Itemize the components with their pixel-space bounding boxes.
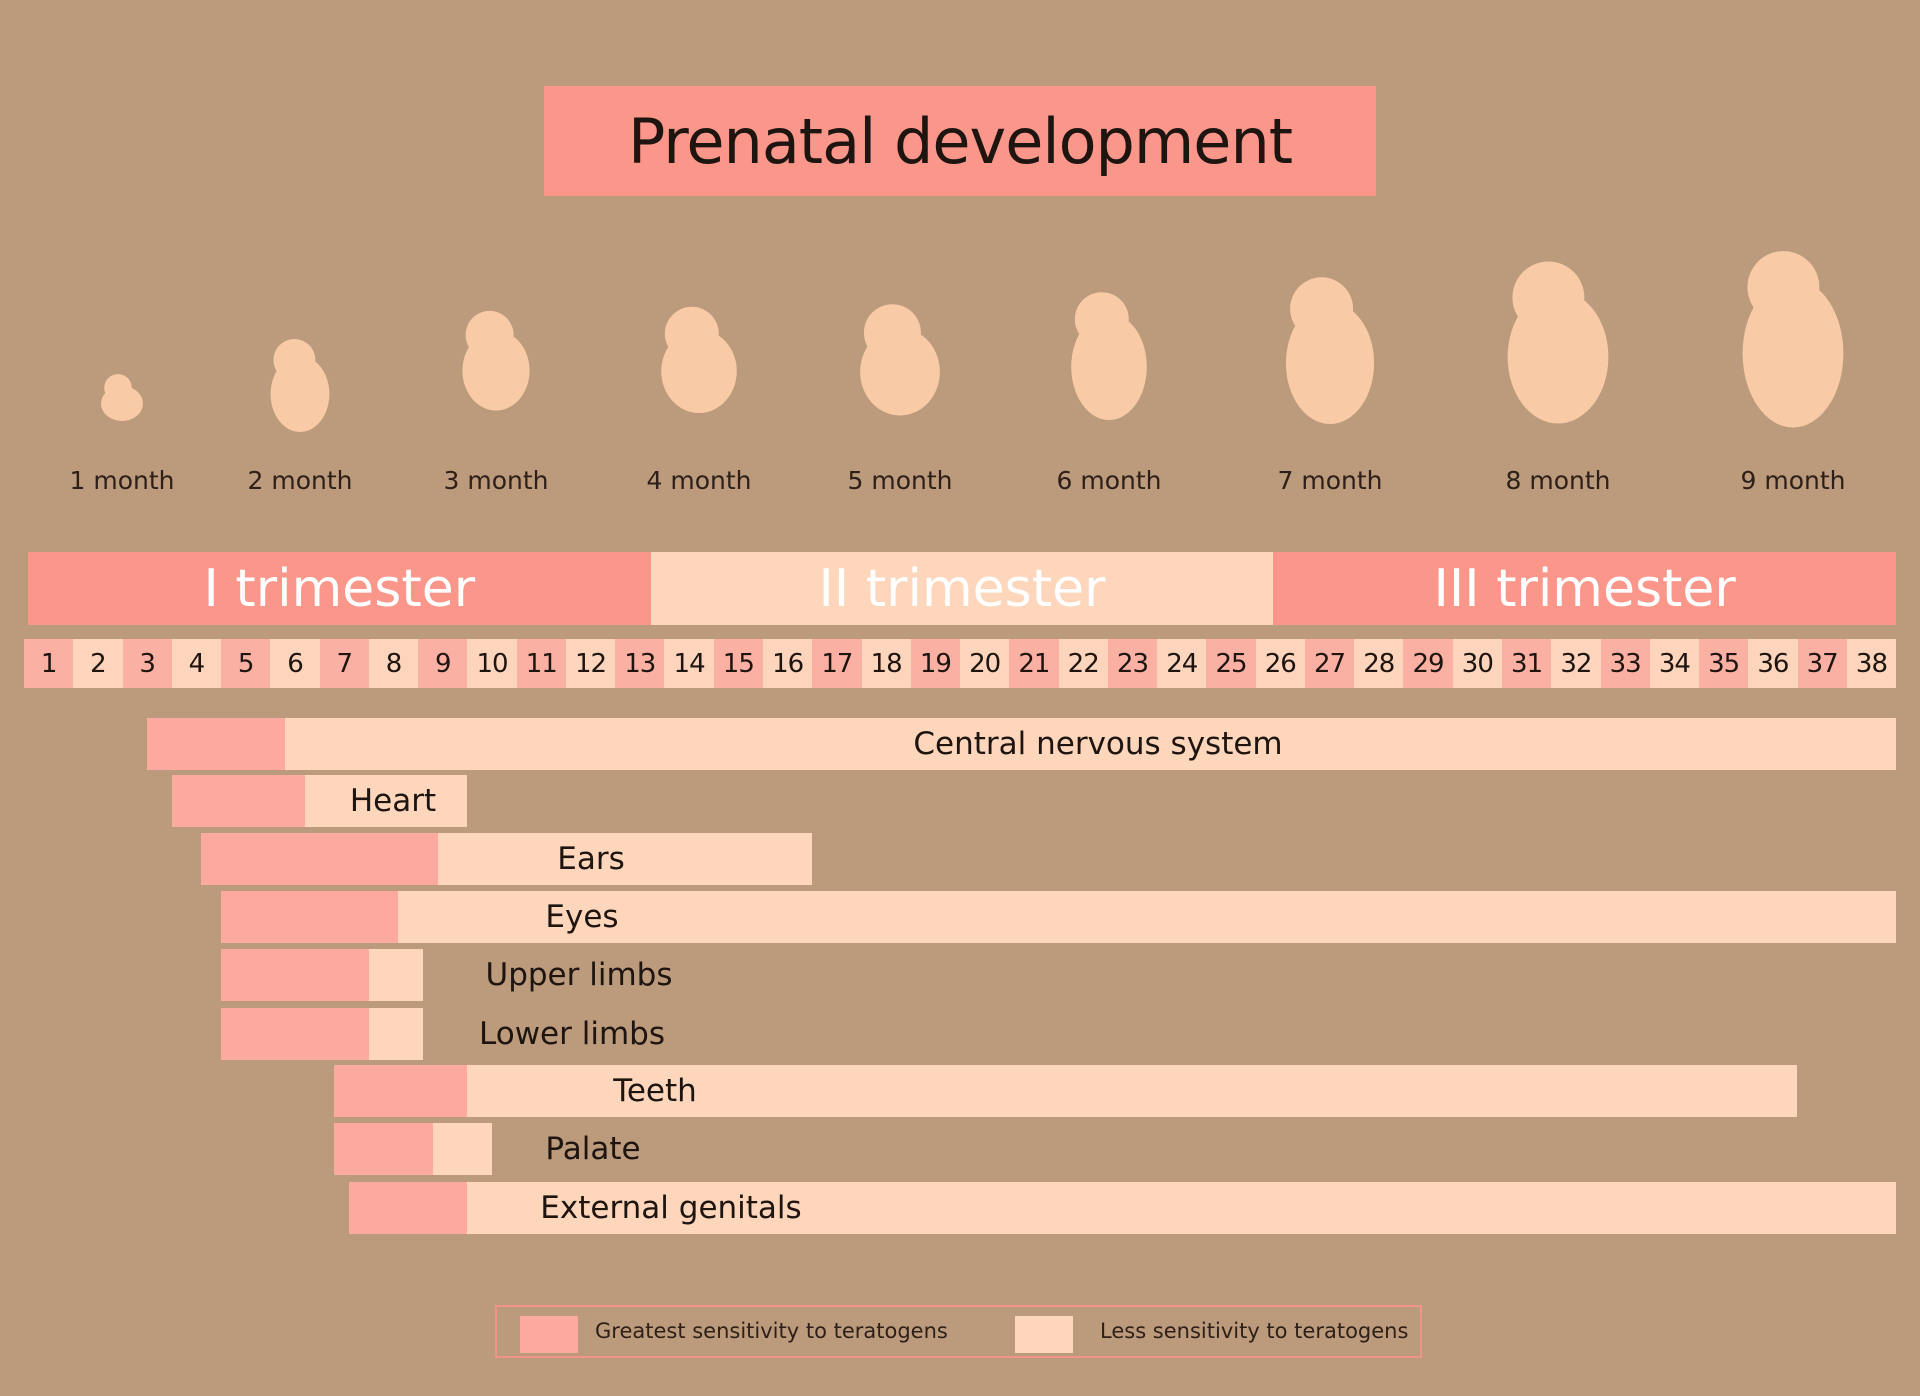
month-label: 4 month: [646, 466, 752, 495]
week-cell: 28: [1354, 639, 1404, 688]
fetus-icon: [1742, 251, 1844, 428]
month-label: 3 month: [443, 466, 549, 495]
fetus-icon: [101, 374, 143, 421]
bar-label: Palate: [545, 1131, 641, 1167]
month-label: 1 month: [69, 466, 175, 495]
bar-label: Heart: [349, 783, 437, 819]
week-cell: 9: [418, 639, 468, 688]
week-cell: 18: [861, 639, 911, 688]
bar-less-sensitivity: [334, 1065, 1798, 1117]
bar-greatest-sensitivity: [221, 949, 369, 1001]
week-cell: 5: [221, 639, 271, 688]
bar-less-sensitivity: [201, 833, 813, 885]
bar-greatest-sensitivity: [349, 1182, 468, 1234]
trimester-2: II trimester: [650, 552, 1274, 625]
month-label: 7 month: [1277, 466, 1383, 495]
week-cell: 14: [664, 639, 714, 688]
week-cell: 29: [1403, 639, 1453, 688]
legend-label-greatest: Greatest sensitivity to teratogens: [595, 1319, 948, 1343]
week-cell: 27: [1304, 639, 1355, 688]
bar-label: External genitals: [540, 1190, 802, 1226]
fetus-icon: [1285, 277, 1375, 424]
week-cell: 34: [1649, 639, 1700, 688]
fetus-icon: [1507, 261, 1609, 424]
legend-swatch-greatest: [520, 1316, 578, 1353]
week-cell: 12: [565, 639, 616, 688]
week-cell: 22: [1058, 639, 1108, 688]
fetus-icon: [270, 339, 330, 432]
month-label: 5 month: [847, 466, 953, 495]
week-cell: 2: [73, 639, 123, 688]
month-label: 6 month: [1056, 466, 1162, 495]
bar-greatest-sensitivity: [171, 775, 305, 827]
legend-label-less: Less sensitivity to teratogens: [1100, 1319, 1409, 1343]
trimester-bar: I trimester II trimester III trimester: [28, 552, 1897, 625]
bar-label: Eyes: [545, 899, 619, 935]
trimester-3: III trimester: [1273, 552, 1897, 625]
bar-less-sensitivity: [334, 1123, 492, 1175]
week-cell: 4: [171, 639, 222, 688]
bar-greatest-sensitivity: [147, 718, 286, 770]
week-cell: 3: [122, 639, 172, 688]
bar-label: Central nervous system: [913, 726, 1283, 762]
bar-less-sensitivity: [221, 949, 424, 1001]
week-cell: 6: [270, 639, 320, 688]
week-cell: 24: [1157, 639, 1207, 688]
fetus-icon: [462, 310, 530, 411]
week-cell: 13: [615, 639, 665, 688]
bar-greatest-sensitivity: [221, 891, 399, 943]
legend: Greatest sensitivity to teratogens Less …: [495, 1305, 1422, 1358]
week-cell: 38: [1846, 639, 1897, 688]
trimester-1: I trimester: [28, 552, 651, 625]
bar-greatest-sensitivity: [201, 833, 438, 885]
bar-less-sensitivity: [221, 1008, 424, 1060]
week-row: 1 2 3 4 5 6 7 8 9 10 11 12 13 14 15 16 17 18 19 20 21 22 23 24 2…: [24, 639, 1897, 688]
bar-label: Lower limbs: [479, 1016, 665, 1052]
week-cell: 10: [467, 639, 517, 688]
week-cell: 8: [368, 639, 419, 688]
legend-swatch-less: [1015, 1316, 1073, 1353]
week-cell: 26: [1255, 639, 1305, 688]
week-cell: 1: [24, 639, 74, 688]
week-cell: 15: [713, 639, 763, 688]
bar-label: Teeth: [613, 1073, 697, 1109]
bar-less-sensitivity: [171, 775, 468, 827]
bar-greatest-sensitivity: [221, 1008, 369, 1060]
bar-less-sensitivity: [147, 718, 1896, 770]
week-cell: 11: [516, 639, 566, 688]
week-cell: 37: [1797, 639, 1847, 688]
month-label: 2 month: [247, 466, 353, 495]
week-cell: 17: [812, 639, 862, 688]
page-title: Prenatal development: [627, 104, 1293, 178]
week-cell: 25: [1206, 639, 1256, 688]
bar-label: Ears: [557, 841, 625, 877]
bar-label: Upper limbs: [485, 957, 673, 993]
week-cell: 33: [1600, 639, 1650, 688]
week-cell: 19: [910, 639, 961, 688]
bar-less-sensitivity: [221, 891, 1896, 943]
week-cell: 7: [319, 639, 369, 688]
week-cell: 30: [1452, 639, 1502, 688]
week-cell: 21: [1009, 639, 1059, 688]
week-cell: 20: [960, 639, 1010, 688]
month-label: 8 month: [1505, 466, 1611, 495]
title-banner: Prenatal development: [544, 86, 1376, 196]
month-label: 9 month: [1740, 466, 1846, 495]
bar-less-sensitivity: [349, 1182, 1896, 1234]
fetus-icon: [860, 304, 940, 416]
week-cell: 16: [762, 639, 813, 688]
week-cell: 31: [1501, 639, 1552, 688]
fetus-icon: [661, 306, 737, 413]
week-cell: 35: [1699, 639, 1749, 688]
week-cell: 23: [1107, 639, 1158, 688]
bar-greatest-sensitivity: [334, 1123, 433, 1175]
fetus-illustrations: [101, 251, 1844, 432]
bar-greatest-sensitivity: [334, 1065, 468, 1117]
fetus-icon: [1071, 292, 1147, 420]
week-cell: 32: [1551, 639, 1601, 688]
week-cell: 36: [1748, 639, 1798, 688]
